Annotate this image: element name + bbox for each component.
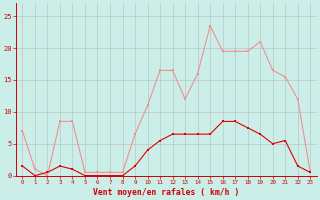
X-axis label: Vent moyen/en rafales ( km/h ): Vent moyen/en rafales ( km/h ) <box>93 188 239 197</box>
